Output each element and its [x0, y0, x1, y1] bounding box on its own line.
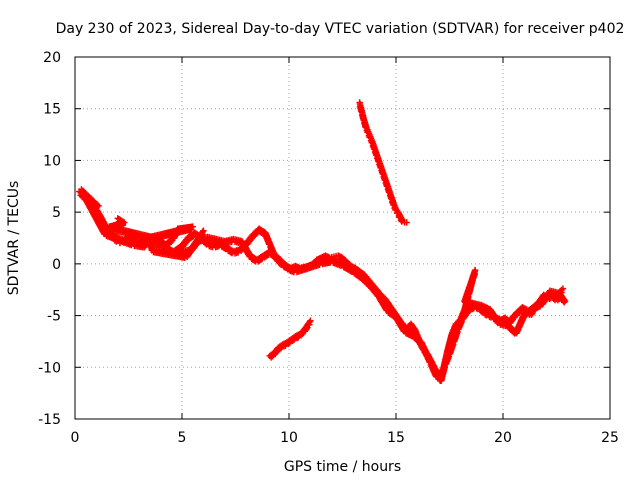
- plot-frame: [74, 56, 611, 420]
- data-point: [247, 236, 254, 244]
- data-point: [561, 297, 569, 305]
- data-point: [545, 292, 552, 299]
- data-point: [303, 325, 310, 333]
- x-tick-label: 10: [280, 430, 298, 446]
- y-tick-label: 15: [43, 102, 61, 118]
- data-point: [272, 349, 280, 356]
- x-tick-label: 5: [178, 430, 187, 446]
- x-tick-label: 15: [387, 430, 405, 446]
- x-tick-label: 0: [71, 430, 80, 446]
- y-tick-label: -10: [38, 360, 61, 376]
- data-point: [306, 321, 313, 328]
- data-points: [76, 99, 569, 385]
- data-point: [253, 230, 260, 237]
- data-point: [95, 202, 102, 210]
- data-point: [437, 371, 444, 378]
- y-tick-label: 10: [43, 153, 61, 169]
- x-tick-label: 25: [601, 430, 619, 446]
- y-axis-label: SDTVAR / TECUs: [6, 181, 22, 296]
- data-point: [403, 219, 410, 226]
- tick-labels: 0 5 10 15 20 25 -15 -10 -5 0 5 10 15 20: [38, 50, 619, 446]
- data-point: [200, 227, 207, 234]
- y-tick-label: 20: [43, 50, 61, 66]
- y-tick-label: -5: [47, 309, 61, 325]
- data-point: [199, 231, 206, 238]
- data-point: [527, 308, 534, 315]
- data-point: [508, 317, 516, 324]
- data-point: [183, 239, 190, 246]
- data-point: [198, 232, 205, 239]
- x-axis-label: GPS time / hours: [284, 459, 401, 475]
- data-point: [307, 317, 314, 324]
- data-point: [561, 299, 568, 306]
- data-point: [167, 238, 175, 246]
- y-tick-label: -15: [38, 412, 61, 428]
- x-tick-label: 20: [494, 430, 512, 446]
- data-point: [559, 285, 567, 292]
- axis-ticks: [74, 56, 611, 420]
- y-tick-label: 0: [52, 257, 61, 273]
- chart-title: Day 230 of 2023, Sidereal Day-to-day VTE…: [56, 21, 625, 37]
- data-point: [257, 256, 264, 263]
- y-tick-label: 5: [52, 205, 61, 221]
- data-point: [558, 289, 565, 296]
- grid-lines: [75, 57, 610, 419]
